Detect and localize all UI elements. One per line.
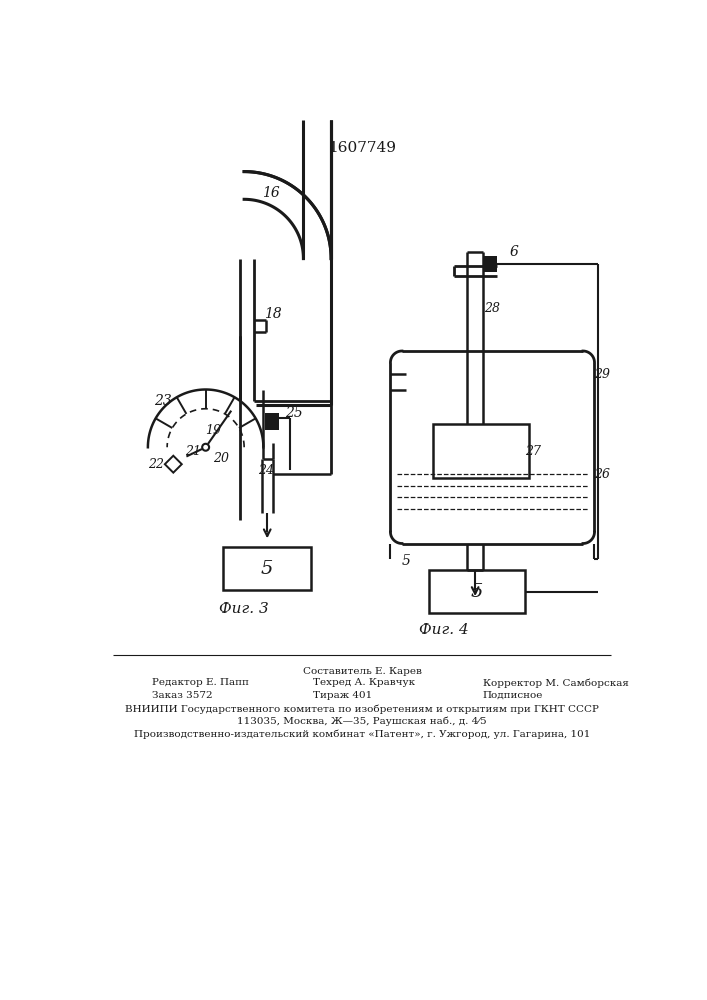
Text: 5: 5 bbox=[261, 560, 274, 578]
Text: 25: 25 bbox=[286, 406, 303, 420]
Text: 26: 26 bbox=[594, 468, 610, 481]
Text: 113035, Москва, Ж—35, Раушская наб., д. 4⁄5: 113035, Москва, Ж—35, Раушская наб., д. … bbox=[237, 717, 486, 726]
Text: 29: 29 bbox=[594, 368, 610, 381]
Bar bbox=[429, 570, 525, 613]
Text: Заказ 3572: Заказ 3572 bbox=[152, 691, 212, 700]
Text: Корректор М. Самборская: Корректор М. Самборская bbox=[483, 678, 629, 688]
Circle shape bbox=[202, 444, 209, 451]
Text: Производственно-издательский комбинат «Патент», г. Ужгород, ул. Гагарина, 101: Производственно-издательский комбинат «П… bbox=[134, 729, 590, 739]
Bar bbox=[223, 547, 311, 590]
Text: 16: 16 bbox=[262, 186, 280, 200]
Text: 28: 28 bbox=[484, 302, 500, 315]
Text: 6: 6 bbox=[509, 245, 518, 259]
Text: 22: 22 bbox=[148, 458, 164, 471]
Text: 1607749: 1607749 bbox=[328, 141, 396, 155]
Text: Редактор Е. Папп: Редактор Е. Папп bbox=[152, 678, 249, 687]
Text: 21: 21 bbox=[185, 445, 201, 458]
Text: Фиг. 4: Фиг. 4 bbox=[419, 623, 469, 637]
Text: Тираж 401: Тираж 401 bbox=[313, 691, 373, 700]
Bar bbox=[483, 256, 497, 272]
Text: 18: 18 bbox=[264, 307, 282, 321]
Text: 23: 23 bbox=[154, 394, 173, 408]
Text: 5: 5 bbox=[402, 554, 410, 568]
Text: 5: 5 bbox=[471, 583, 484, 601]
Text: Техред А. Кравчук: Техред А. Кравчук bbox=[313, 678, 416, 687]
Text: 24: 24 bbox=[258, 464, 274, 477]
Text: Подписное: Подписное bbox=[483, 691, 543, 700]
Text: Составитель Е. Карев: Составитель Е. Карев bbox=[303, 667, 421, 676]
Text: 19: 19 bbox=[205, 424, 221, 437]
Text: ВНИИПИ Государственного комитета по изобретениям и открытиям при ГКНТ СССР: ВНИИПИ Государственного комитета по изоб… bbox=[125, 704, 599, 714]
Text: 27: 27 bbox=[525, 445, 541, 458]
Bar bbox=[265, 413, 279, 430]
Bar bbox=[433, 424, 529, 478]
Text: 20: 20 bbox=[213, 452, 229, 465]
Text: Фиг. 3: Фиг. 3 bbox=[219, 602, 269, 616]
